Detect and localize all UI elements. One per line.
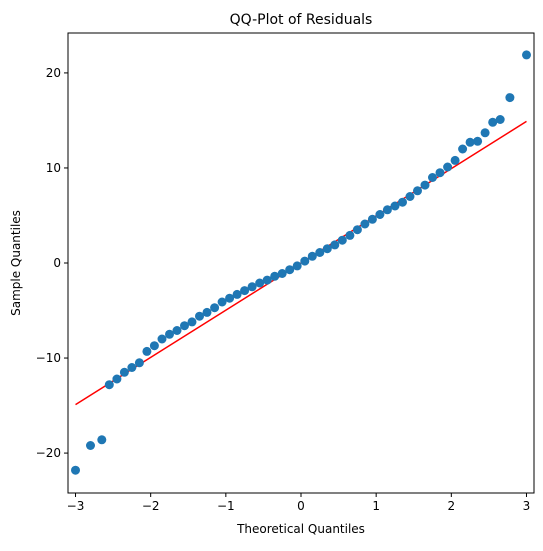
points-layer (71, 50, 531, 475)
data-point (86, 441, 95, 450)
data-point (247, 282, 257, 292)
y-tick-label: −10 (36, 351, 61, 365)
data-point (71, 465, 80, 475)
data-point (270, 271, 280, 281)
data-point (127, 363, 137, 372)
y-tick-label: 0 (53, 256, 61, 270)
data-point (262, 275, 272, 285)
data-point (522, 50, 531, 60)
data-point (330, 240, 340, 250)
data-point (180, 321, 189, 331)
data-point (495, 115, 505, 124)
data-point (97, 435, 107, 445)
data-point (398, 197, 407, 207)
data-point (240, 286, 250, 296)
data-point (187, 317, 197, 327)
x-axis-label: Theoretical Quantiles (236, 522, 365, 536)
data-point (134, 358, 144, 368)
y-axis: −20 −10 0 10 20 (36, 66, 68, 460)
data-point (277, 269, 287, 278)
data-point (172, 326, 182, 335)
x-tick-label: 1 (372, 499, 380, 513)
y-tick-label: 10 (46, 161, 61, 175)
data-point (255, 278, 265, 288)
y-tick-label: −20 (36, 446, 61, 460)
x-tick-label: 0 (297, 499, 305, 513)
data-point (420, 180, 430, 190)
data-point (382, 205, 392, 215)
data-point (112, 374, 122, 384)
data-point (488, 117, 498, 127)
y-axis-label: Sample Quantiles (9, 210, 23, 316)
x-tick-label: −3 (67, 499, 85, 513)
data-point (480, 128, 490, 138)
data-point (232, 289, 242, 299)
data-point (405, 192, 415, 201)
data-point (104, 380, 114, 390)
data-point (195, 311, 204, 321)
data-point (165, 329, 174, 339)
data-point (367, 214, 377, 224)
data-point (315, 248, 325, 257)
data-point (157, 334, 167, 344)
data-point (375, 210, 385, 219)
data-point (285, 265, 295, 275)
data-point (119, 367, 129, 377)
data-point (450, 155, 460, 165)
data-point (322, 244, 332, 254)
y-tick-label: 20 (46, 66, 61, 80)
data-point (217, 297, 227, 307)
data-point (505, 93, 515, 103)
data-point (292, 261, 302, 271)
x-tick-label: −2 (142, 499, 160, 513)
data-point (300, 256, 310, 266)
data-point (210, 303, 220, 313)
data-point (337, 235, 347, 245)
data-point (458, 144, 468, 154)
data-point (428, 173, 437, 182)
data-point (360, 219, 370, 229)
data-point (465, 137, 475, 147)
data-point (225, 293, 235, 303)
data-point (352, 225, 362, 235)
data-point (390, 201, 400, 211)
x-tick-label: −1 (217, 499, 235, 513)
data-point (435, 168, 445, 178)
data-point (307, 251, 317, 261)
data-point (345, 230, 355, 240)
data-point (142, 346, 152, 356)
data-point (202, 307, 212, 317)
x-tick-label: 3 (523, 499, 531, 513)
data-point (413, 186, 422, 196)
data-point (149, 341, 159, 351)
data-point (473, 136, 483, 146)
chart-title: QQ-Plot of Residuals (230, 12, 373, 28)
x-axis: −3 −2 −1 0 1 2 3 (67, 493, 531, 513)
data-point (443, 162, 453, 172)
x-tick-label: 2 (448, 499, 456, 513)
